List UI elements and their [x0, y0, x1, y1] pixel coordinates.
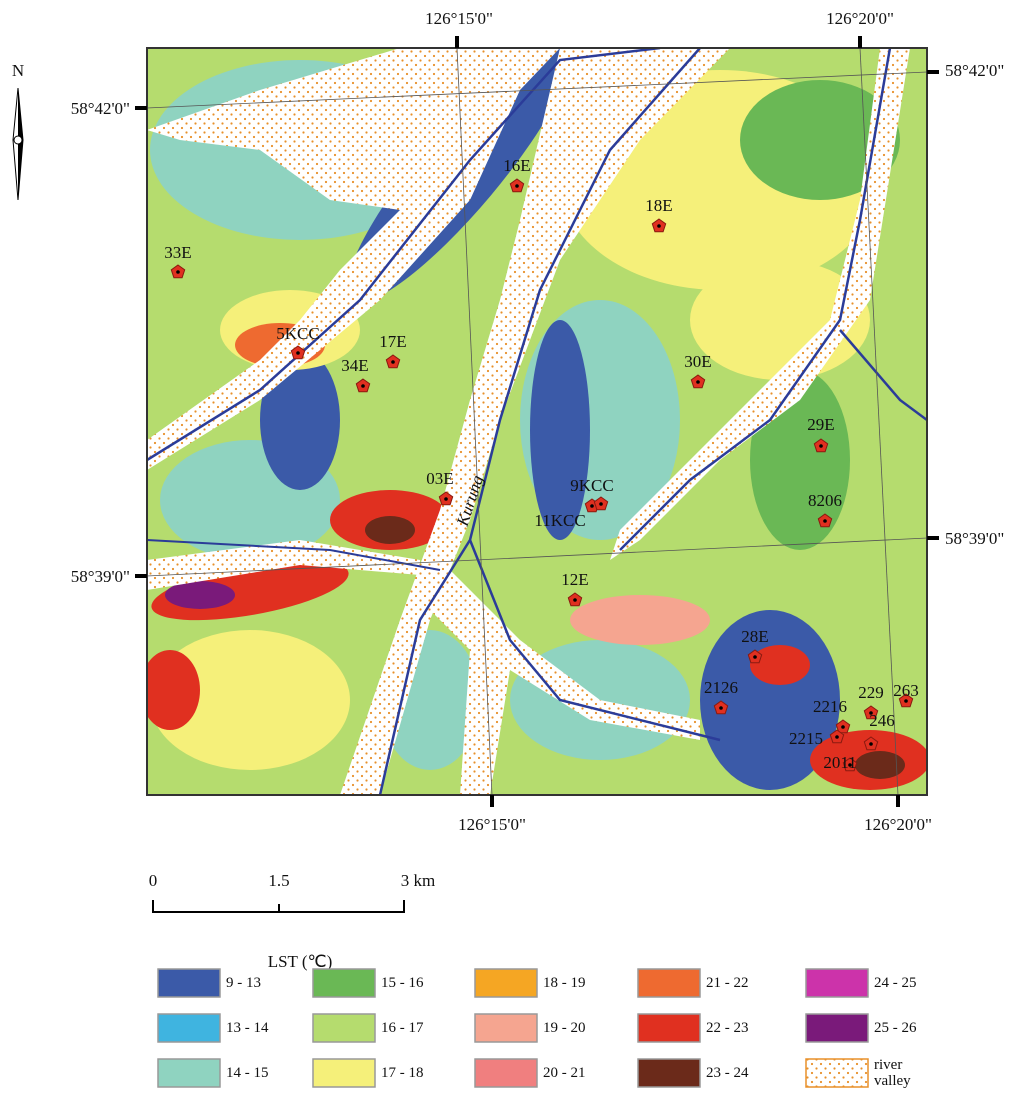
- coordinate-label: 126°15'0": [425, 9, 493, 28]
- legend-label: 24 - 25: [874, 975, 934, 991]
- coordinate-label: 126°20'0": [826, 9, 894, 28]
- site-marker-dot: [819, 444, 823, 448]
- site-label: 2126: [704, 678, 738, 697]
- site-marker-dot: [753, 655, 757, 659]
- site-label: 8206: [808, 491, 842, 510]
- legend-swatch: [638, 1014, 700, 1042]
- legend-label: 18 - 19: [543, 975, 603, 991]
- site-marker-dot: [361, 384, 365, 388]
- site-label: 34E: [341, 356, 368, 375]
- legend-label: 17 - 18: [381, 1065, 441, 1081]
- legend-label: 21 - 22: [706, 975, 766, 991]
- map: N Kurung LST (℃) 126°15'0"126°20'0"126°1…: [0, 0, 1028, 1097]
- scale-label: 3 km: [401, 871, 435, 890]
- site-marker-dot: [391, 360, 395, 364]
- site-label: 33E: [164, 243, 191, 262]
- site-label: 29E: [807, 415, 834, 434]
- legend-swatch: [158, 1059, 220, 1087]
- legend-swatch: [313, 1059, 375, 1087]
- legend-label: 15 - 16: [381, 975, 441, 991]
- coordinate-label: 58°39'0": [945, 529, 1004, 548]
- site-label: 16E: [503, 156, 530, 175]
- site-marker-dot: [444, 497, 448, 501]
- legend-swatch: [806, 1059, 868, 1087]
- legend-label: 19 - 20: [543, 1020, 603, 1036]
- north-arrow: [13, 88, 23, 200]
- site-label: 03E: [426, 469, 453, 488]
- legend-swatch: [158, 969, 220, 997]
- legend-swatch: [313, 969, 375, 997]
- site-marker-dot: [590, 504, 594, 508]
- site-marker-dot: [841, 725, 845, 729]
- legend-label: 16 - 17: [381, 1020, 441, 1036]
- legend-swatch: [806, 969, 868, 997]
- site-label: 17E: [379, 332, 406, 351]
- site-marker-dot: [657, 224, 661, 228]
- coordinate-label: 58°42'0": [945, 61, 1004, 80]
- site-label: 2216: [813, 697, 847, 716]
- legend-label: 14 - 15: [226, 1065, 286, 1081]
- legend-swatch: [475, 1014, 537, 1042]
- site-marker-dot: [869, 742, 873, 746]
- lst-raster: [140, 14, 930, 795]
- legend-swatch: [313, 1014, 375, 1042]
- site-marker-dot: [176, 270, 180, 274]
- legend-label: 25 - 26: [874, 1020, 934, 1036]
- site-marker-dot: [573, 598, 577, 602]
- coordinate-label: 126°15'0": [458, 815, 526, 834]
- north-label: N: [12, 61, 24, 80]
- site-label: 2215: [789, 729, 823, 748]
- site-label: 11KCC: [534, 511, 585, 530]
- site-marker-dot: [599, 502, 603, 506]
- coordinate-label: 126°20'0": [864, 815, 932, 834]
- site-marker-dot: [696, 380, 700, 384]
- page: N Kurung LST (℃) 126°15'0"126°20'0"126°1…: [0, 0, 1028, 1097]
- legend-label: 22 - 23: [706, 1020, 766, 1036]
- coordinate-label: 58°39'0": [71, 567, 130, 586]
- site-marker-dot: [835, 735, 839, 739]
- site-label: 18E: [645, 196, 672, 215]
- site-marker-dot: [296, 351, 300, 355]
- coordinate-label: 58°42'0": [71, 99, 130, 118]
- site-label: 12E: [561, 570, 588, 589]
- site-label: 28E: [741, 627, 768, 646]
- site-label: 2011: [823, 753, 856, 772]
- scale-label: 1.5: [268, 871, 289, 890]
- site-marker-dot: [719, 706, 723, 710]
- site-label: 5KCC: [276, 324, 319, 343]
- site-label: 263: [893, 681, 919, 700]
- legend-swatch: [475, 1059, 537, 1087]
- legend-label: 13 - 14: [226, 1020, 286, 1036]
- site-marker-dot: [823, 519, 827, 523]
- site-marker-dot: [515, 184, 519, 188]
- site-label: 229: [858, 683, 884, 702]
- legend-swatch: [638, 1059, 700, 1087]
- legend-swatch: [638, 969, 700, 997]
- legend-label: 20 - 21: [543, 1065, 603, 1081]
- legend-swatch: [475, 969, 537, 997]
- legend-title: LST (℃): [268, 952, 333, 971]
- site-label: 9KCC: [570, 476, 613, 495]
- site-label: 246: [869, 711, 895, 730]
- legend-label: river valley: [874, 1057, 922, 1089]
- site-label: 30E: [684, 352, 711, 371]
- scale-bar: [153, 900, 404, 913]
- legend-label: 23 - 24: [706, 1065, 766, 1081]
- scale-label: 0: [149, 871, 158, 890]
- legend-swatch: [806, 1014, 868, 1042]
- legend-label: 9 - 13: [226, 975, 286, 991]
- legend-swatch: [158, 1014, 220, 1042]
